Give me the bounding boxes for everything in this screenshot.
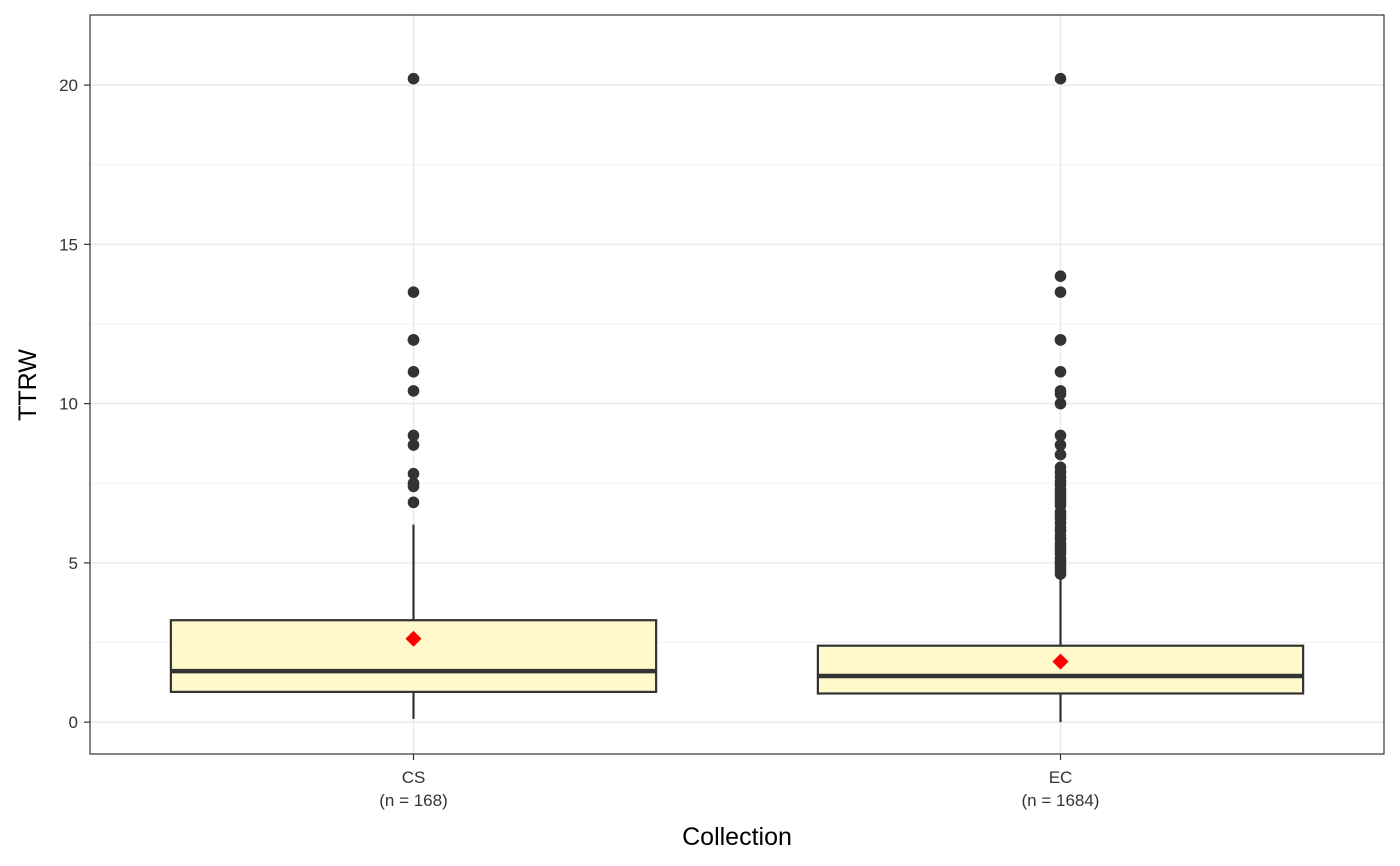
outlier-point — [1054, 286, 1067, 298]
outlier-point — [407, 467, 420, 480]
outlier-point — [1054, 385, 1067, 397]
outlier-point — [407, 439, 420, 451]
outlier-point — [407, 365, 420, 378]
outlier-point — [1054, 334, 1067, 346]
outlier-point — [407, 429, 420, 442]
x-tick-label: EC — [1049, 768, 1073, 787]
outlier-point — [1054, 397, 1067, 410]
outlier-point — [407, 477, 420, 490]
outlier-point — [407, 72, 420, 85]
outlier-point — [1054, 461, 1067, 474]
outlier-point — [1054, 439, 1067, 451]
box-cs — [169, 72, 658, 719]
outlier-point — [407, 334, 420, 346]
outlier-point — [407, 385, 420, 397]
panel-border — [89, 14, 1385, 755]
mean-marker — [405, 630, 422, 647]
x-axis-ticks: CS (n = 168) EC (n = 1684) — [379, 754, 1099, 810]
outlier-point — [407, 286, 420, 298]
outlier-point — [407, 496, 420, 509]
outlier-point — [1054, 270, 1067, 282]
outlier-point — [1054, 365, 1067, 378]
y-axis-ticks: 0 5 10 15 20 — [59, 76, 90, 732]
outlier-point — [1054, 448, 1067, 461]
y-tick-label: 0 — [69, 713, 78, 732]
outlier-point — [1054, 72, 1067, 85]
x-axis-title: Collection — [682, 823, 792, 851]
box-ec — [816, 72, 1305, 723]
box-iqr — [169, 619, 658, 693]
y-tick-label: 5 — [69, 554, 78, 573]
y-tick-label: 10 — [59, 395, 78, 414]
box-group — [169, 72, 1305, 723]
outlier-point — [1054, 429, 1067, 442]
x-tick-n-label: (n = 168) — [379, 791, 448, 810]
x-tick-label: CS — [402, 768, 426, 787]
y-axis-title: TTRW — [14, 349, 42, 421]
mean-marker — [1052, 653, 1069, 670]
y-tick-label: 15 — [59, 235, 78, 254]
x-tick-n-label: (n = 1684) — [1022, 791, 1100, 810]
y-tick-label: 20 — [59, 76, 78, 95]
